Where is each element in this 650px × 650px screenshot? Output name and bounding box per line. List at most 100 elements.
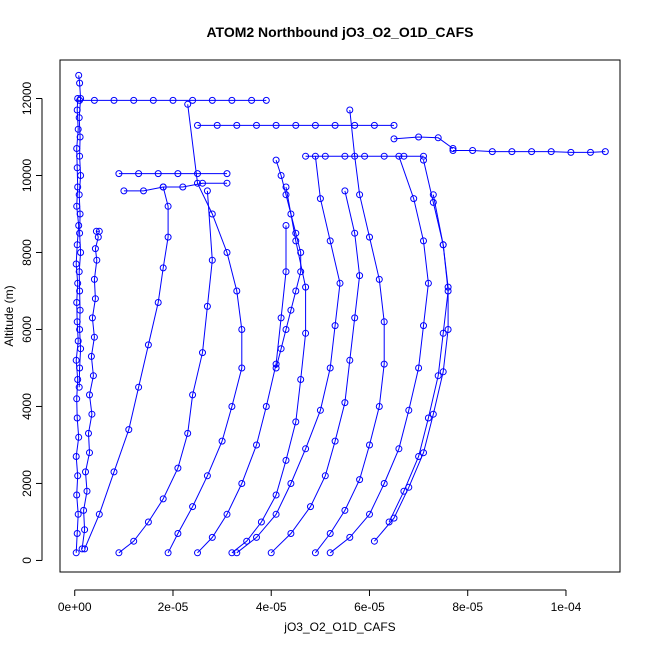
data-point (72, 549, 80, 557)
data-point (370, 121, 378, 129)
data-point (508, 148, 516, 156)
series-line-9 (393, 136, 454, 149)
data-point (174, 530, 182, 537)
data-point (233, 549, 241, 557)
data-point (228, 549, 236, 557)
data-point (351, 121, 359, 129)
data-point (74, 472, 82, 480)
y-tick-label: 4000 (20, 393, 34, 420)
data-point (321, 152, 329, 160)
data-point (287, 306, 295, 314)
data-point (272, 364, 280, 372)
data-point (73, 202, 81, 210)
data-point (434, 372, 442, 380)
data-point (449, 147, 457, 154)
data-point (277, 172, 285, 179)
data-point (400, 152, 408, 160)
series-line-8 (453, 150, 606, 153)
data-point (72, 356, 80, 364)
series-line-15 (236, 156, 341, 554)
data-point (223, 249, 231, 256)
data-point (75, 268, 83, 276)
plot-frame (59, 59, 621, 573)
data-point (135, 170, 143, 178)
data-point (346, 533, 354, 541)
data-point (74, 376, 82, 383)
data-point (253, 533, 260, 541)
data-point (287, 530, 295, 537)
data-point (444, 283, 452, 291)
data-point (77, 172, 85, 179)
data-point (449, 145, 457, 152)
y-tick-label: 12000 (20, 81, 34, 115)
data-point (76, 79, 84, 87)
data-point (74, 125, 82, 133)
data-point (567, 148, 575, 156)
x-axis-label: jO3_O2_O1D_CAFS (283, 620, 395, 634)
data-point (80, 506, 88, 514)
data-point (179, 183, 187, 191)
data-point (366, 510, 373, 518)
y-axis-label: Altitude (m) (2, 285, 16, 346)
data-point (424, 279, 432, 287)
data-point (125, 426, 133, 434)
data-point (262, 403, 270, 410)
data-point (174, 464, 182, 472)
data-point (76, 133, 84, 141)
series-line-17 (315, 109, 385, 554)
data-point (92, 227, 100, 235)
series-line-10 (118, 190, 213, 554)
data-point (75, 383, 83, 391)
data-point (351, 314, 359, 322)
y-tick-label: 0 (20, 557, 34, 564)
data-point (203, 302, 211, 310)
data-point (380, 318, 388, 326)
data-point (199, 179, 206, 187)
data-point (287, 210, 295, 218)
data-point (78, 545, 86, 553)
data-point (410, 195, 418, 203)
data-point (434, 134, 442, 142)
data-point (76, 96, 84, 104)
data-point (174, 170, 182, 178)
data-point (272, 491, 280, 499)
x-tick-label: 4e-05 (256, 600, 287, 614)
data-point (243, 537, 251, 545)
data-point (76, 229, 84, 237)
data-point (370, 537, 378, 545)
data-point (272, 510, 280, 518)
data-point (233, 287, 241, 295)
data-point (282, 326, 290, 333)
data-point (144, 518, 152, 526)
data-point (144, 341, 152, 349)
data-point (85, 429, 92, 437)
data-point (115, 549, 123, 557)
data-point (439, 368, 447, 376)
series-line-16 (270, 190, 361, 554)
y-tick-label: 8000 (20, 239, 34, 266)
data-point (420, 152, 427, 160)
data-point (90, 96, 98, 104)
data-point (366, 441, 373, 449)
data-point (331, 121, 339, 129)
data-point (194, 121, 201, 129)
data-point (90, 333, 98, 341)
data-point (194, 549, 201, 557)
series-points (72, 71, 609, 557)
data-point (115, 170, 123, 178)
data-point (346, 106, 354, 114)
data-point (81, 545, 89, 553)
data-point (199, 349, 206, 357)
data-point (341, 506, 349, 514)
data-point (326, 364, 334, 372)
data-point (302, 152, 310, 160)
data-point (238, 364, 246, 372)
data-point (218, 437, 226, 445)
data-point (292, 121, 300, 129)
data-point (336, 279, 344, 287)
data-point (74, 279, 82, 287)
data-point (439, 329, 447, 337)
data-point (74, 337, 82, 345)
data-point (77, 345, 85, 353)
